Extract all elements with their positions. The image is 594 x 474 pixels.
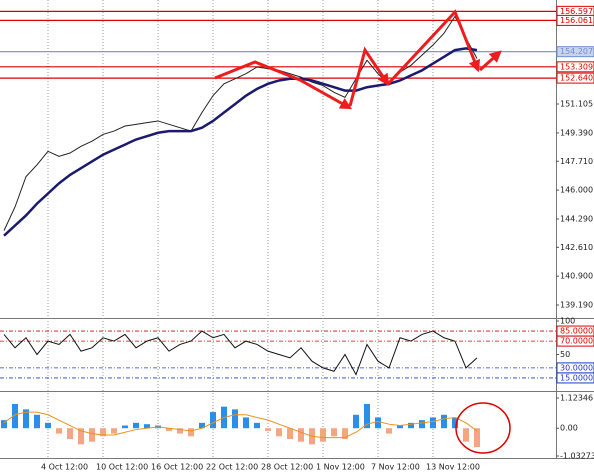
y-tick-label: 142.610 <box>560 243 593 252</box>
bar <box>298 428 304 442</box>
bar <box>265 428 271 431</box>
y-tick-label: 0.00 <box>560 424 578 433</box>
y-tick-label: 139.190 <box>560 301 593 310</box>
bar <box>463 428 469 442</box>
level-label: 154.207 <box>560 47 593 56</box>
bar <box>474 428 480 448</box>
x-tick-label: 10 Oct 12:00 <box>96 463 148 472</box>
bar <box>375 417 381 429</box>
bar <box>254 422 260 429</box>
bar <box>67 428 73 439</box>
y-tick-label: 144.290 <box>560 214 593 223</box>
y-tick-label: -1.03273 <box>560 452 594 461</box>
y-tick-label: 149.390 <box>560 128 593 137</box>
y-tick-label: 1.12346 <box>560 394 593 403</box>
bar <box>45 422 51 429</box>
annotation-arrow <box>478 50 502 72</box>
annotation-arrow <box>348 46 390 107</box>
x-tick-label: 7 Nov 12:00 <box>371 463 420 472</box>
level-label-box <box>556 335 594 347</box>
bar <box>232 409 238 429</box>
bar <box>111 428 117 434</box>
x-tick-label: 22 Oct 12:00 <box>206 463 258 472</box>
bar <box>177 428 183 434</box>
y-tick-label: 50 <box>560 350 570 359</box>
bar <box>430 417 436 429</box>
line-series <box>3 330 478 376</box>
y-tick-label: 146.000 <box>560 186 593 195</box>
level-label-box <box>556 72 594 84</box>
bar <box>331 428 337 437</box>
level-label: 85.0000 <box>560 327 593 336</box>
bar <box>276 428 282 437</box>
bar <box>166 428 172 431</box>
level-label-box <box>556 14 594 26</box>
level-label-box <box>556 61 594 73</box>
bar <box>210 412 216 429</box>
bar <box>56 428 62 434</box>
bar <box>320 428 326 442</box>
line-series <box>3 47 478 237</box>
y-tick-label: 147.710 <box>560 157 593 166</box>
bar <box>342 428 348 439</box>
y-tick-label: 151.105 <box>560 100 593 109</box>
x-tick-label: 1 Nov 12:00 <box>316 463 365 472</box>
bar <box>287 428 293 439</box>
annotation-circle <box>455 402 511 454</box>
annotation-arrow <box>214 60 353 110</box>
bar <box>133 422 139 429</box>
bar <box>243 417 249 429</box>
level-label: 30.0000 <box>560 363 593 372</box>
x-tick-label: 16 Oct 12:00 <box>151 463 203 472</box>
bar <box>386 428 392 434</box>
level-label-box <box>556 372 594 384</box>
bar <box>441 414 447 429</box>
level-label-box <box>556 46 594 58</box>
bar <box>12 404 18 429</box>
bar <box>419 420 425 429</box>
y-tick-label: 140.900 <box>560 272 593 281</box>
y-tick-label: 100 <box>560 317 575 326</box>
level-label: 156.061 <box>560 16 593 25</box>
bar <box>364 404 370 429</box>
bar <box>89 428 95 442</box>
bar <box>144 424 150 429</box>
level-label: 156.597 <box>560 7 593 16</box>
bar <box>188 428 194 437</box>
annotation-arrow <box>386 9 481 86</box>
bar <box>452 417 458 429</box>
bar <box>122 425 128 429</box>
bar <box>78 428 84 445</box>
level-label: 152.640 <box>560 74 593 83</box>
bar <box>397 425 403 429</box>
level-label: 15.0000 <box>560 373 593 382</box>
bar <box>353 414 359 429</box>
bar <box>23 409 29 429</box>
bar <box>1 420 7 429</box>
bar <box>408 422 414 429</box>
x-tick-label: 13 Nov 12:00 <box>426 463 480 472</box>
line-series <box>3 411 478 439</box>
level-label: 153.309 <box>560 62 593 71</box>
bar <box>34 414 40 429</box>
bar <box>100 428 106 437</box>
x-tick-label: 28 Oct 12:00 <box>261 463 313 472</box>
level-label: 70.0000 <box>560 337 593 346</box>
bar <box>199 422 205 429</box>
x-tick-label: 4 Oct 12:00 <box>41 463 88 472</box>
